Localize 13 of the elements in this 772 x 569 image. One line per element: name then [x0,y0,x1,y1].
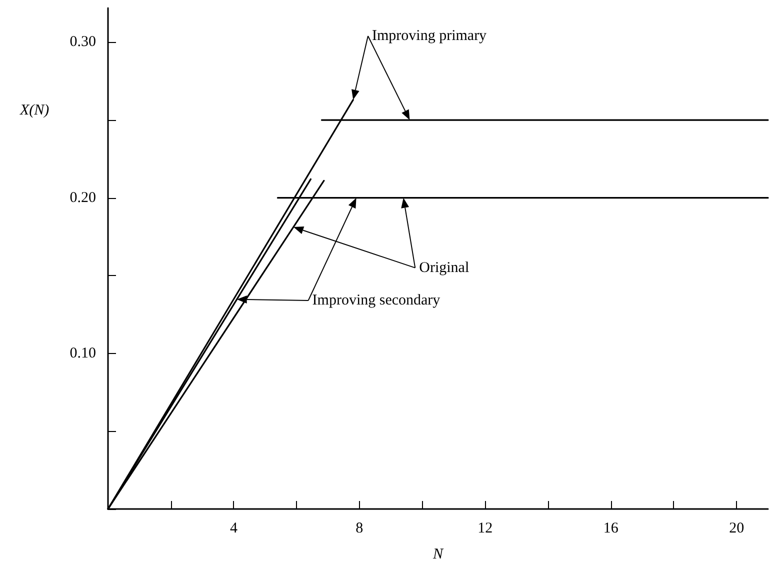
x-tick-label: 12 [478,520,493,536]
annotation: Improving primary [372,28,488,44]
y-tick-label: 0.30 [70,34,96,50]
y-tick-label: 0.10 [70,345,96,362]
x-tick-label: 8 [356,520,364,536]
annotation: Original [419,260,470,276]
annotation: Improving secondary [312,292,441,309]
x-axis-title: N [432,546,444,562]
x-tick-label: 16 [603,520,619,536]
x-tick-label: 20 [729,520,744,536]
y-axis-title: X(N) [19,102,50,118]
x-tick-label: 4 [230,520,238,536]
y-tick-label: 0.20 [70,190,96,206]
